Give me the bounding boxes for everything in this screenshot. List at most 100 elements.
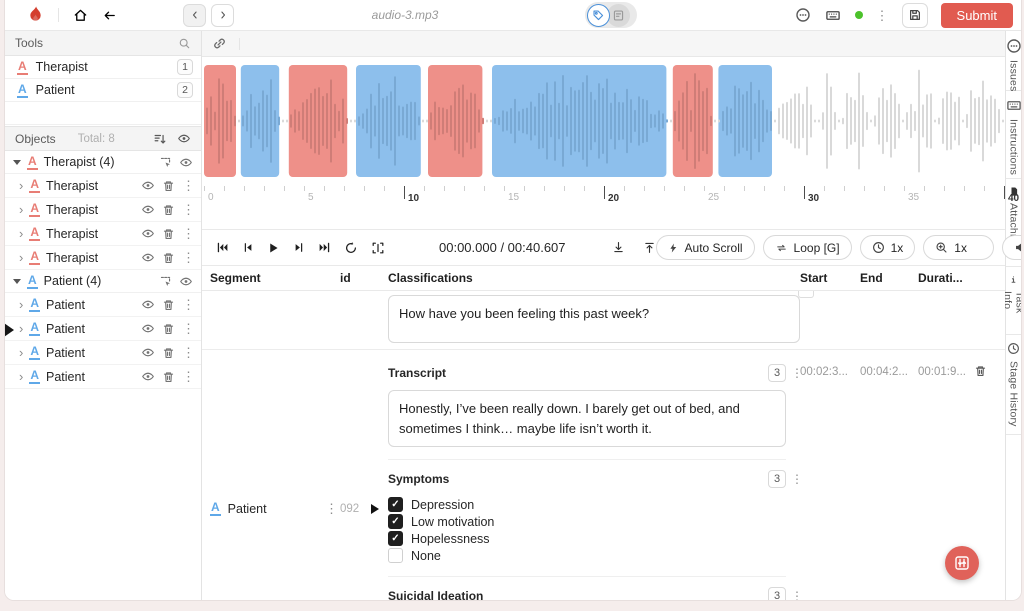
eye-icon[interactable] [179, 156, 193, 169]
submit-button[interactable]: Submit [940, 2, 1013, 28]
tool-item-patient[interactable]: A Patient 2 [5, 79, 201, 102]
chevron-right-icon[interactable]: › [19, 178, 24, 193]
sort-icon[interactable] [153, 132, 167, 146]
loop-button[interactable]: Loop [G] [762, 235, 852, 260]
eye-icon[interactable] [177, 132, 191, 145]
tab-instructions[interactable]: Instructions [1006, 91, 1021, 179]
next-task-button[interactable] [211, 3, 234, 27]
table-row-patient[interactable]: A Patient ⋮ 092 Transcript 3 [202, 350, 1005, 601]
chevron-right-icon[interactable]: › [19, 202, 24, 217]
skip-start-icon[interactable] [216, 241, 229, 254]
to-top-icon[interactable] [643, 241, 656, 254]
eye-icon[interactable] [141, 251, 155, 264]
item-menu-icon[interactable]: ⋮ [182, 202, 195, 217]
chevron-right-icon[interactable]: › [19, 226, 24, 241]
trash-icon[interactable] [162, 298, 175, 312]
play-icon[interactable] [267, 241, 280, 255]
item-menu-icon[interactable]: ⋮ [182, 178, 195, 193]
speed-button[interactable]: 1x [859, 235, 916, 260]
prev-task-button[interactable] [183, 3, 206, 27]
checkbox[interactable] [388, 548, 403, 563]
tab-task-info[interactable]: Task Info [1002, 267, 1021, 335]
object-item[interactable]: › A Therapist ⋮ [5, 198, 201, 222]
timeline-ruler[interactable]: 0 5 10 15 20 25 30 35 40 [204, 186, 1019, 211]
object-group[interactable]: A Patient (4) [5, 270, 201, 293]
caret-down-icon[interactable] [13, 159, 21, 165]
volume-button[interactable]: 50% [1001, 235, 1021, 260]
tab-issues[interactable]: Issues [1006, 31, 1021, 92]
to-bottom-icon[interactable] [612, 241, 625, 254]
row-menu-icon[interactable]: ⋮ [325, 501, 338, 516]
chevron-right-icon[interactable]: › [19, 250, 24, 265]
symptoms-menu-icon[interactable]: ⋮ [791, 472, 803, 486]
checkbox[interactable]: ✓ [388, 514, 403, 529]
zoom-button[interactable]: 1x [923, 235, 994, 260]
auto-scroll-button[interactable]: Auto Scroll [655, 235, 755, 260]
trash-icon[interactable] [162, 370, 175, 384]
eye-icon[interactable] [141, 203, 155, 216]
object-group[interactable]: A Therapist (4) [5, 151, 201, 174]
regions-icon[interactable] [607, 3, 630, 27]
next-icon[interactable] [293, 241, 305, 254]
prev-icon[interactable] [242, 241, 254, 254]
chevron-right-icon[interactable]: › [19, 345, 24, 360]
item-menu-icon[interactable]: ⋮ [182, 369, 195, 384]
trash-icon[interactable] [162, 179, 175, 193]
fit-icon[interactable] [371, 241, 385, 255]
chevron-right-icon[interactable]: › [19, 321, 24, 336]
home-icon[interactable] [73, 8, 88, 23]
eye-icon[interactable] [141, 227, 155, 240]
chevron-right-icon[interactable]: › [19, 297, 24, 312]
trash-icon[interactable] [162, 203, 175, 217]
transcript-textarea[interactable]: How have you been feeling this past week… [388, 295, 800, 343]
symptom-option-hopelessness[interactable]: ✓ Hopelessness [388, 530, 786, 547]
eye-icon[interactable] [141, 298, 155, 311]
item-menu-icon[interactable]: ⋮ [182, 250, 195, 265]
caret-down-icon[interactable] [13, 278, 21, 284]
select-icon[interactable] [159, 275, 172, 288]
object-item[interactable]: › A Patient ⋮ [5, 341, 201, 365]
chevron-right-icon[interactable]: › [19, 369, 24, 384]
view-mode-toggle[interactable] [585, 2, 637, 28]
save-button[interactable] [901, 2, 928, 28]
play-segment-icon[interactable] [371, 503, 380, 514]
transcript-textarea[interactable]: Honestly, I’ve been really down. I barel… [388, 390, 786, 447]
object-item[interactable]: › A Patient ⋮ [5, 293, 201, 317]
object-item[interactable]: › A Patient ⋮ [5, 317, 201, 341]
symptom-option-low-motivation[interactable]: ✓ Low motivation [388, 513, 786, 530]
transcript-menu-icon[interactable]: ⋮ [791, 366, 803, 380]
back-icon[interactable] [102, 8, 117, 23]
tool-item-therapist[interactable]: A Therapist 1 [5, 56, 201, 79]
trash-icon[interactable] [162, 322, 175, 336]
delete-segment-icon[interactable] [974, 364, 987, 378]
object-item[interactable]: › A Therapist ⋮ [5, 174, 201, 198]
item-menu-icon[interactable]: ⋮ [182, 297, 195, 312]
search-icon[interactable] [178, 37, 191, 50]
item-menu-icon[interactable]: ⋮ [182, 226, 195, 241]
trash-icon[interactable] [162, 251, 175, 265]
table-row-previous[interactable]: How have you been feeling this past week… [202, 291, 1005, 350]
eye-icon[interactable] [141, 346, 155, 359]
tag-icon[interactable] [587, 3, 610, 27]
select-icon[interactable] [159, 156, 172, 169]
object-item[interactable]: › A Patient ⋮ [5, 365, 201, 389]
waveform-view[interactable] [202, 57, 1005, 186]
tab-stage-history[interactable]: Stage History [1006, 335, 1021, 435]
eye-icon[interactable] [179, 275, 193, 288]
menu-ellipsis-icon[interactable]: ⋮ [875, 7, 889, 23]
suicidal-menu-icon[interactable]: ⋮ [791, 589, 803, 601]
restart-icon[interactable] [344, 241, 358, 255]
flame-icon[interactable] [27, 6, 44, 25]
object-item[interactable]: › A Therapist ⋮ [5, 222, 201, 246]
keyboard-icon[interactable] [824, 8, 842, 23]
symptom-option-none[interactable]: None [388, 547, 786, 564]
trash-icon[interactable] [162, 346, 175, 360]
checkbox[interactable]: ✓ [388, 497, 403, 512]
link-icon[interactable] [212, 36, 227, 51]
symptom-option-depression[interactable]: ✓ Depression [388, 496, 786, 513]
checkbox[interactable]: ✓ [388, 531, 403, 546]
waveform-canvas[interactable] [204, 60, 1004, 182]
object-item[interactable]: › A Therapist ⋮ [5, 246, 201, 270]
item-menu-icon[interactable]: ⋮ [182, 345, 195, 360]
trash-icon[interactable] [162, 227, 175, 241]
